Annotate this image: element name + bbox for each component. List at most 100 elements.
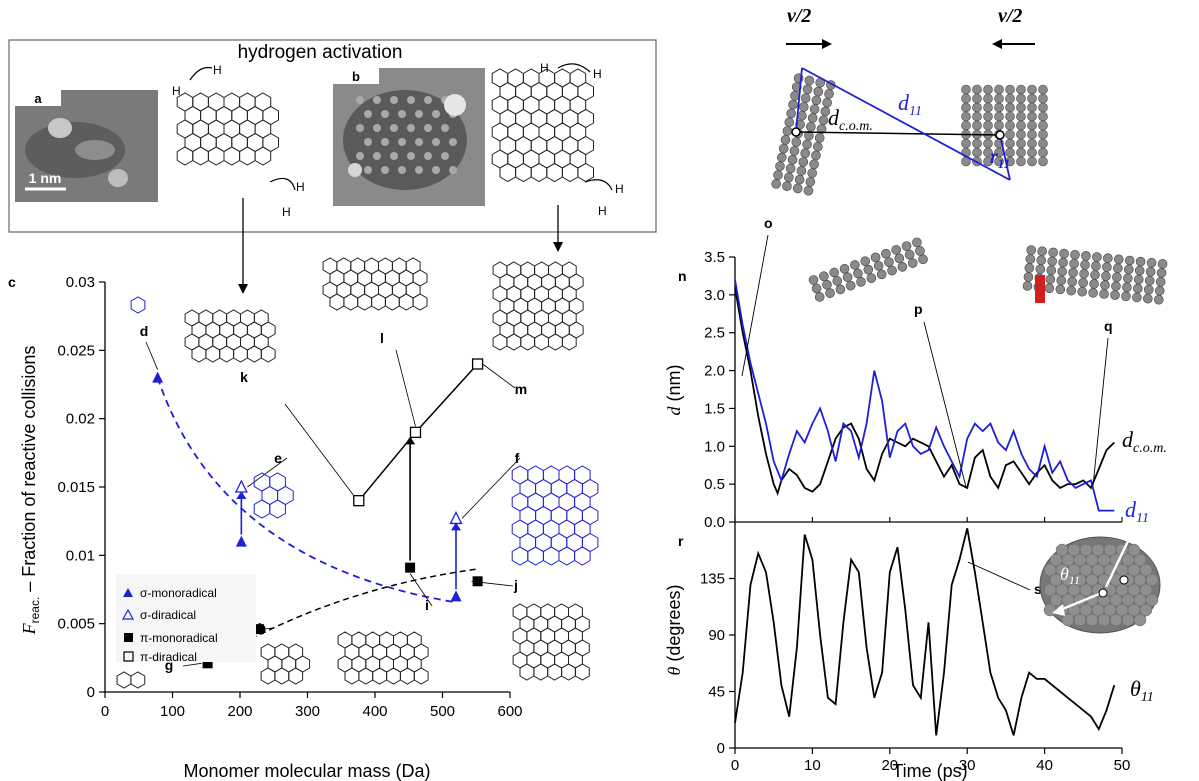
point-pi-monoradical <box>253 624 264 635</box>
molecule-e <box>253 472 294 519</box>
atom <box>1027 129 1037 140</box>
afm-spot <box>415 110 423 118</box>
y-tick-label: 0.5 <box>704 476 725 493</box>
ring <box>219 345 235 363</box>
atom <box>1102 262 1112 272</box>
panel-r-xlabel: Time (ps) <box>892 761 967 781</box>
atom <box>805 177 816 187</box>
atom <box>1111 281 1121 292</box>
ring <box>207 146 225 166</box>
atom <box>1027 138 1037 149</box>
atom <box>1038 138 1048 149</box>
atom <box>1025 254 1036 264</box>
molecule-f <box>511 465 599 566</box>
panel-c-ticks: 0 100 200 300 400 500 600 0 0.005 0.01 0.015 0.02 0.… <box>57 274 522 720</box>
end-label-dcom: dc.o.m. <box>1122 427 1167 456</box>
velocity-label-left: v/2 <box>787 5 811 27</box>
afm-spot <box>424 152 432 160</box>
atom <box>1089 279 1099 289</box>
afm-image-b: b <box>333 68 485 206</box>
x-tick-label: 300 <box>295 703 320 720</box>
ring <box>515 162 532 183</box>
arrow-e-head <box>236 491 247 499</box>
x-tick-label: 500 <box>430 703 455 720</box>
afm-spot <box>432 110 440 118</box>
y-tick-label: 1.5 <box>704 400 725 417</box>
point-pi-diradical <box>353 495 365 507</box>
atom <box>994 120 1004 131</box>
scale-bar-label: 1 nm <box>29 170 62 186</box>
atom <box>1016 93 1026 104</box>
legend-box <box>116 574 256 662</box>
atom <box>1143 293 1153 304</box>
ring <box>574 546 591 566</box>
atom <box>1038 129 1048 140</box>
atom <box>1048 247 1058 258</box>
atom <box>807 113 818 123</box>
atom <box>1122 282 1132 293</box>
atom <box>813 141 823 152</box>
atom <box>824 89 834 99</box>
legend-label-pi-mono: π-monoradical <box>140 631 218 645</box>
x-tick-label: 10 <box>804 757 821 774</box>
ring <box>260 345 276 363</box>
x-tick-label: 30 <box>959 757 976 774</box>
atom <box>1056 275 1067 286</box>
ring <box>254 146 272 166</box>
d11-line <box>801 67 1011 181</box>
atom <box>787 154 798 165</box>
atom <box>802 139 812 150</box>
arrow-curve-2 <box>269 177 296 191</box>
y-tick-label: 0.03 <box>66 274 95 291</box>
atom <box>972 84 982 95</box>
ring <box>223 146 241 166</box>
x-tick-label: 0 <box>101 703 109 720</box>
panel-c-xlabel: Monomer molecular mass (Da) <box>183 761 430 781</box>
legend-marker-pi-mono <box>124 633 133 642</box>
atom <box>1027 111 1037 122</box>
atom <box>1066 285 1077 296</box>
ring <box>511 546 529 566</box>
y-tick-label: 0.02 <box>66 411 95 428</box>
bond-highlight <box>1035 275 1045 303</box>
sigma-trend-line <box>156 377 453 603</box>
afm-spot <box>407 124 415 132</box>
legend-label-sigma-di: σ-diradical <box>140 608 196 622</box>
point-sigma-monoradical <box>152 371 164 383</box>
molecule-3d-left <box>771 73 836 196</box>
atom <box>1078 277 1088 288</box>
point-pi-monoradical <box>405 562 416 573</box>
atom <box>1100 280 1110 290</box>
atom <box>1127 543 1141 557</box>
atom <box>778 143 789 154</box>
atom <box>876 269 887 280</box>
point-label-g: g <box>165 657 174 673</box>
atom <box>983 93 993 104</box>
atom <box>804 75 815 86</box>
atom <box>785 163 796 174</box>
ring <box>260 667 276 685</box>
atom <box>798 102 809 112</box>
atom <box>1059 248 1069 259</box>
atom <box>806 121 816 132</box>
atom <box>1016 156 1026 167</box>
ring <box>533 663 549 681</box>
atom <box>972 147 982 158</box>
atom <box>1139 603 1153 617</box>
d-com-label: dc.o.m. <box>828 105 873 134</box>
panel-c-points <box>152 358 484 669</box>
atom <box>1022 281 1033 291</box>
ring <box>205 345 221 363</box>
atom <box>887 265 897 276</box>
afm-spot <box>441 152 449 160</box>
afm-spot <box>356 152 364 160</box>
atom <box>1110 290 1120 300</box>
atom <box>1016 84 1026 95</box>
atom <box>1046 265 1057 276</box>
ring <box>246 345 262 363</box>
ring <box>288 667 304 685</box>
atom <box>1038 102 1048 113</box>
atom <box>845 280 856 291</box>
atom <box>782 126 793 136</box>
atom <box>784 172 794 183</box>
